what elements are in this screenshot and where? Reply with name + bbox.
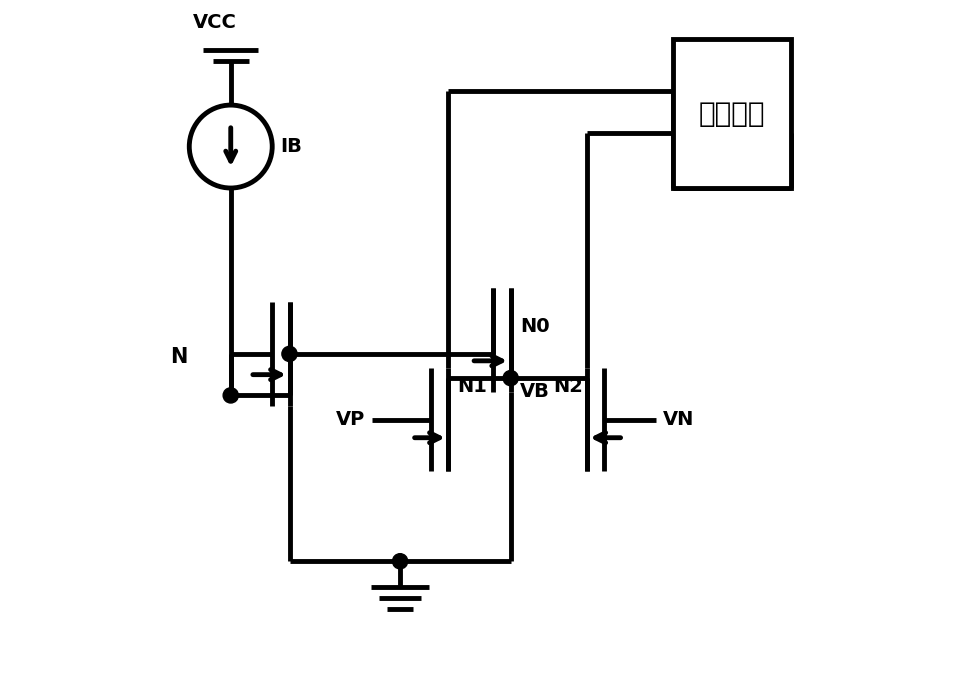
Text: VB: VB	[521, 382, 551, 400]
Circle shape	[223, 388, 238, 403]
Text: VCC: VCC	[193, 13, 236, 33]
Text: N: N	[170, 348, 187, 367]
Text: N0: N0	[521, 316, 550, 336]
Text: VP: VP	[337, 410, 366, 429]
Text: IB: IB	[280, 137, 303, 156]
Circle shape	[392, 554, 408, 569]
Circle shape	[282, 346, 297, 362]
Circle shape	[503, 371, 519, 386]
Text: N2: N2	[554, 377, 583, 396]
Bar	[673, 40, 791, 188]
Text: 后级电路: 后级电路	[699, 100, 765, 128]
Text: VN: VN	[663, 410, 694, 429]
Text: N1: N1	[456, 377, 486, 396]
